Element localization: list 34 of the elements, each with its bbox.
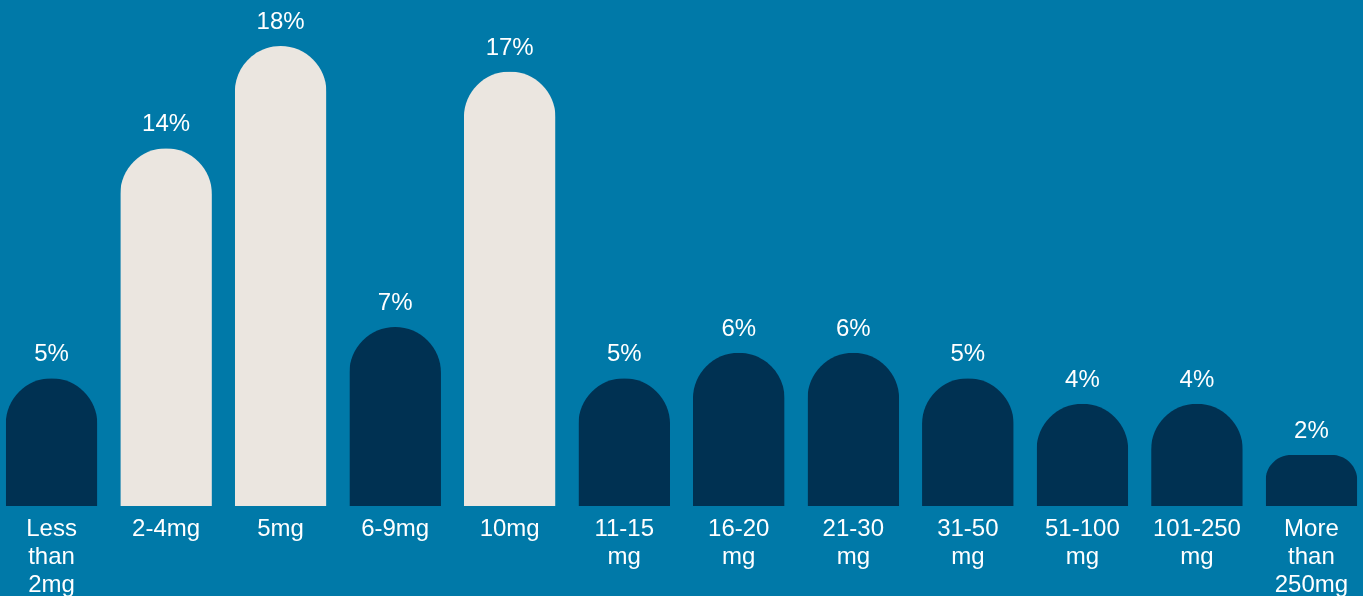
bar bbox=[692, 352, 785, 506]
data-label: 6% bbox=[835, 313, 871, 341]
x-tick-label: 21-30 mg bbox=[822, 513, 884, 569]
x-tick-label: 11-15 mg bbox=[594, 513, 655, 569]
data-label: 6% bbox=[721, 313, 757, 341]
bar bbox=[5, 378, 98, 506]
bar bbox=[463, 71, 556, 506]
bar bbox=[349, 327, 441, 506]
x-tick-label: 31-50 mg bbox=[937, 513, 999, 569]
x-tick-label: 5mg bbox=[257, 513, 304, 541]
data-label: 18% bbox=[256, 7, 305, 34]
data-label: 17% bbox=[485, 32, 534, 60]
x-tick-label: 16-20 mg bbox=[708, 513, 770, 569]
data-label: 5% bbox=[34, 339, 69, 367]
data-label: 14% bbox=[142, 109, 191, 137]
data-label: 5% bbox=[606, 339, 642, 367]
x-tick-label: 51-100 mg bbox=[1045, 513, 1120, 569]
data-label: 7% bbox=[377, 288, 413, 316]
data-label: 4% bbox=[1179, 364, 1215, 392]
bar bbox=[922, 378, 1014, 506]
bar bbox=[234, 46, 327, 506]
data-label: 2% bbox=[1294, 415, 1329, 443]
data-label: 5% bbox=[950, 339, 986, 367]
x-tick-label: More than 250mg bbox=[1274, 513, 1349, 596]
x-tick-label: 101-250 mg bbox=[1152, 513, 1241, 569]
bar bbox=[807, 352, 900, 506]
x-tick-label: 6-9mg bbox=[361, 513, 430, 541]
bar bbox=[120, 148, 212, 506]
x-tick-label: Less than 2mg bbox=[26, 513, 77, 596]
bar bbox=[578, 378, 671, 506]
bar bbox=[1265, 454, 1358, 506]
x-tick-label: 10mg bbox=[479, 513, 540, 541]
data-label: 4% bbox=[1065, 364, 1100, 392]
x-tick-label: 2-4mg bbox=[132, 513, 201, 541]
